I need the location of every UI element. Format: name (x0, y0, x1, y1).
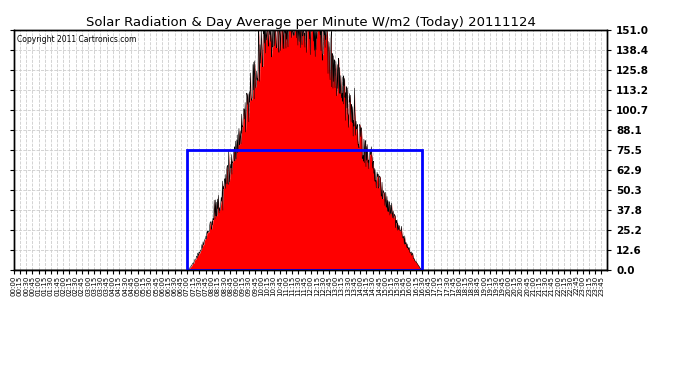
Title: Solar Radiation & Day Average per Minute W/m2 (Today) 20111124: Solar Radiation & Day Average per Minute… (86, 16, 535, 29)
Text: Copyright 2011 Cartronics.com: Copyright 2011 Cartronics.com (17, 35, 136, 44)
Bar (187, 150, 422, 270)
